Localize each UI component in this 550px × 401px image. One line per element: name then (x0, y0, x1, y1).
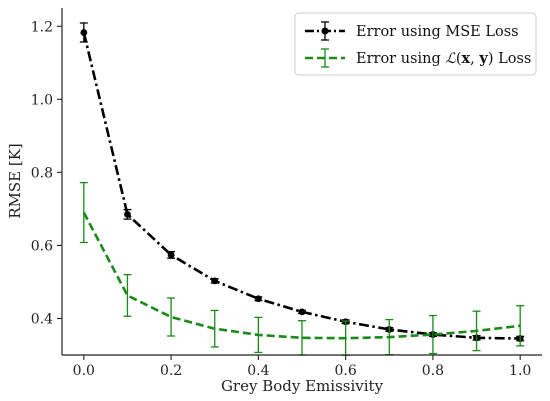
data-point (167, 251, 175, 259)
y-tick-label: 0.4 (31, 311, 53, 327)
legend: Error using MSE Loss Error using ℒ(x, y)… (294, 12, 537, 76)
x-axis-label: Grey Body Emissivity (221, 377, 384, 395)
series-1 (79, 181, 525, 357)
data-point (124, 210, 131, 218)
data-point (211, 277, 219, 285)
legend-entry-mse: Error using MSE Loss (305, 21, 519, 41)
legend-label-mse: Error using MSE Loss (356, 24, 519, 40)
x-tick-label: 0.2 (160, 363, 182, 379)
y-tick-label: 0.6 (31, 238, 53, 254)
data-point (80, 29, 88, 36)
x-tick-label: 0.8 (422, 363, 444, 379)
legend-label-custom-loss: Error using ℒ(x, y) Loss (356, 50, 531, 67)
x-tick-label: 1.0 (509, 363, 531, 379)
series-line (82, 211, 521, 340)
y-tick-label: 1.0 (31, 92, 53, 108)
data-point (298, 308, 306, 316)
y-tick-label: 1.2 (31, 19, 53, 35)
series-line (82, 32, 521, 340)
y-axis-label: RMSE [K] (6, 143, 24, 219)
legend-frame (294, 12, 537, 76)
x-tick-label: 0.0 (73, 363, 95, 379)
x-axis-ticks: 0.0 0.2 0.4 0.6 0.8 1.0 (73, 355, 531, 379)
legend-entry-custom-loss: Error using ℒ(x, y) Loss (305, 48, 531, 68)
data-point (254, 295, 262, 303)
x-tick-label: 0.4 (247, 363, 269, 379)
y-axis-ticks: 0.4 0.6 0.8 1.0 1.2 (31, 19, 62, 327)
legend-marker-mse (321, 27, 329, 35)
x-tick-label: 0.6 (335, 363, 357, 379)
y-tick-label: 0.8 (31, 165, 53, 181)
